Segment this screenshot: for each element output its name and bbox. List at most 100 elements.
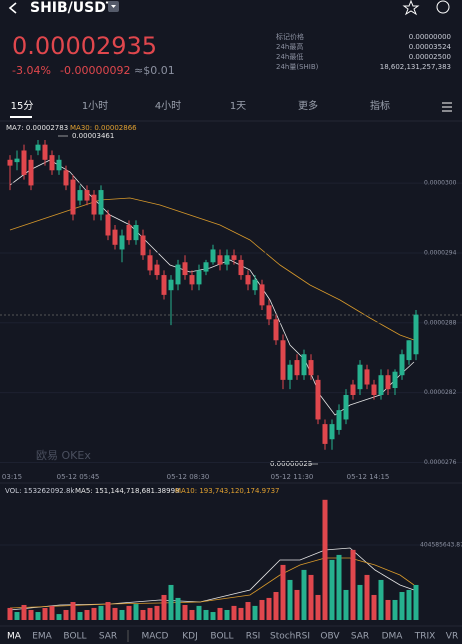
volume-bar: [301, 569, 307, 620]
timeframe-tab[interactable]: 15分: [11, 100, 34, 112]
stat-value: 18,602,131,257,383: [380, 63, 451, 71]
y-tick-label: 0.0000276: [424, 459, 457, 466]
volume-bar: [98, 605, 104, 620]
indicator-tab[interactable]: SAR: [351, 632, 369, 642]
indicator-tab[interactable]: RSI: [246, 632, 261, 642]
volume-bar: [294, 589, 300, 620]
candle-body: [329, 424, 335, 440]
stat-label: 标记价格: [276, 32, 304, 41]
candle-body: [231, 255, 237, 260]
volume-bar: [112, 607, 118, 620]
share-icon[interactable]: [436, 0, 450, 14]
volume-bar: [322, 499, 328, 620]
indicator-tab[interactable]: OBV: [320, 632, 340, 642]
volume-bar: [336, 554, 342, 620]
candle-body: [91, 194, 97, 215]
volume-bar: [343, 589, 349, 620]
stat-value: 0.00000000: [409, 33, 451, 41]
candle-body: [280, 340, 286, 380]
volume-bar: [189, 609, 195, 620]
candle-body: [147, 255, 153, 271]
volume-bar: [371, 594, 377, 620]
x-tick-label: 05-12 05:45: [57, 473, 100, 481]
timeframe-tab[interactable]: 1小时: [82, 100, 108, 112]
volume-bar: [56, 614, 62, 620]
candle-body: [196, 270, 202, 285]
candle-body: [133, 225, 139, 241]
candle-body: [42, 144, 48, 160]
candle-body: [21, 150, 27, 175]
candle-body: [252, 279, 258, 291]
candle-body: [287, 364, 293, 380]
volume-bar: [266, 597, 272, 620]
volume-bar: [70, 602, 76, 620]
indicator-tab[interactable]: MACD: [142, 632, 169, 642]
candle-body: [413, 314, 419, 355]
volume-bar: [287, 579, 293, 620]
indicator-tab[interactable]: EMA: [32, 632, 52, 642]
timeframe-tab[interactable]: 1天: [230, 101, 246, 112]
volume-bar: [245, 602, 251, 620]
volume-bar: [154, 605, 160, 620]
candle-body: [294, 360, 300, 376]
candle-body: [322, 424, 328, 444]
volume-bar: [28, 609, 34, 620]
usd-price: ≈$0.01: [134, 64, 175, 77]
volume-bar: [14, 612, 20, 620]
ma30-legend: MA30: 0.00002866: [70, 124, 137, 132]
volume-bar: [91, 607, 97, 620]
timeframe-tab[interactable]: 指标: [370, 99, 390, 112]
candle-body: [350, 384, 356, 395]
candle-body: [210, 249, 216, 263]
x-tick-label: 03:15: [2, 473, 22, 481]
candle-body: [182, 262, 188, 276]
indicator-tab[interactable]: BOLL: [63, 632, 86, 642]
favorite-icon[interactable]: [402, 0, 420, 16]
x-tick-label: 05-12 08:30: [167, 473, 210, 481]
volume-bar: [161, 594, 167, 620]
candle-body: [357, 364, 363, 390]
timeframe-tab[interactable]: 更多: [298, 99, 318, 112]
volume-bar: [224, 609, 230, 620]
ma30-line: [9, 197, 415, 341]
volume-bar: [126, 605, 132, 620]
indicator-tab[interactable]: SAR: [99, 632, 117, 642]
volume-bar: [329, 559, 335, 620]
candle-body: [119, 235, 125, 250]
candle-body: [203, 262, 209, 272]
indicator-tab[interactable]: BOLL: [210, 632, 233, 642]
volume-bar: [259, 599, 265, 620]
volume-bar: [42, 607, 48, 620]
volume-bar: [252, 605, 258, 620]
candle-body: [259, 284, 265, 306]
indicator-tab[interactable]: VR: [446, 632, 458, 642]
stat-value: 0.00003524: [409, 43, 452, 51]
candle-body: [245, 275, 251, 285]
candle-body: [161, 275, 167, 295]
ma7-line: [9, 159, 415, 416]
stat-label: 24h最高: [276, 42, 303, 51]
indicator-tab[interactable]: TRIX: [414, 632, 436, 642]
candle-body: [84, 190, 90, 201]
indicator-tab[interactable]: DMA: [382, 632, 404, 642]
volume-bar: [315, 594, 321, 620]
volume-bar: [238, 607, 244, 620]
settings-icon[interactable]: [442, 102, 452, 112]
candle-body: [112, 229, 118, 245]
candle-body: [392, 371, 398, 389]
candle-body: [273, 319, 279, 341]
candle-body: [399, 354, 405, 376]
change: -0.00000092: [60, 64, 130, 77]
ma10-legend: MA10: 193,743,120,174.9737: [175, 487, 279, 495]
indicator-tab[interactable]: MA: [7, 632, 22, 642]
back-icon[interactable]: [8, 2, 17, 14]
volume-bar: [385, 599, 391, 620]
timeframe-tab[interactable]: 4小时: [155, 100, 181, 112]
volume-bar: [7, 607, 13, 620]
pair[interactable]: SHIB/USDT: [30, 0, 116, 16]
indicator-tab[interactable]: KDJ: [182, 632, 198, 642]
stat-label: 24h量(SHIB): [276, 63, 319, 71]
indicator-tab[interactable]: StochRSI: [270, 632, 310, 642]
